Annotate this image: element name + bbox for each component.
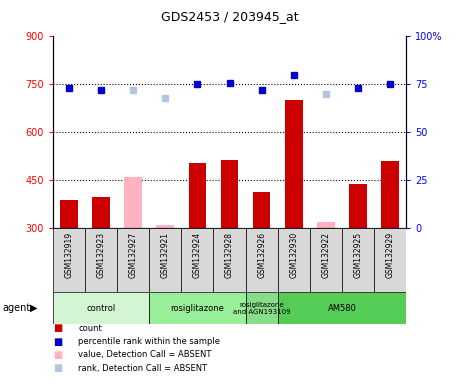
Text: rank, Detection Call = ABSENT: rank, Detection Call = ABSENT [78, 364, 207, 372]
Bar [285, 101, 302, 228]
Text: percentile rank within the sample: percentile rank within the sample [78, 337, 220, 346]
Text: ■: ■ [53, 350, 62, 360]
Bar [310, 228, 342, 292]
Text: GDS2453 / 203945_at: GDS2453 / 203945_at [161, 10, 298, 23]
Bar [60, 200, 78, 228]
Text: control: control [86, 304, 116, 313]
Bar [149, 228, 181, 292]
Text: GSM132921: GSM132921 [161, 232, 170, 278]
Text: ■: ■ [53, 363, 62, 373]
Text: GSM132925: GSM132925 [353, 232, 363, 278]
Bar [246, 292, 278, 324]
Bar [342, 228, 374, 292]
Text: AM580: AM580 [328, 304, 356, 313]
Text: GSM132928: GSM132928 [225, 232, 234, 278]
Bar [181, 228, 213, 292]
Bar [374, 228, 406, 292]
Bar [278, 228, 310, 292]
Bar [213, 228, 246, 292]
Text: GSM132923: GSM132923 [96, 232, 106, 278]
Text: GSM132924: GSM132924 [193, 232, 202, 278]
Bar [253, 192, 270, 228]
Bar [317, 222, 335, 228]
Text: value, Detection Call = ABSENT: value, Detection Call = ABSENT [78, 350, 212, 359]
Bar [92, 197, 110, 228]
Text: ▶: ▶ [30, 303, 37, 313]
Text: agent: agent [2, 303, 31, 313]
Bar [381, 161, 399, 228]
Bar [149, 292, 246, 324]
Text: GSM132919: GSM132919 [64, 232, 73, 278]
Text: rosiglitazone: rosiglitazone [170, 304, 224, 313]
Text: ■: ■ [53, 323, 62, 333]
Text: GSM132930: GSM132930 [289, 232, 298, 278]
Text: ■: ■ [53, 336, 62, 346]
Text: rosiglitazone
and AGN193109: rosiglitazone and AGN193109 [233, 302, 291, 314]
Text: GSM132926: GSM132926 [257, 232, 266, 278]
Bar [53, 292, 149, 324]
Bar [189, 163, 206, 228]
Text: GSM132929: GSM132929 [386, 232, 395, 278]
Bar [349, 184, 367, 228]
Bar [85, 228, 117, 292]
Bar [278, 292, 406, 324]
Bar [246, 228, 278, 292]
Bar [221, 160, 238, 228]
Text: GSM132922: GSM132922 [321, 232, 330, 278]
Bar [53, 228, 85, 292]
Text: GSM132927: GSM132927 [129, 232, 138, 278]
Text: count: count [78, 324, 102, 333]
Bar [157, 225, 174, 228]
Bar [124, 177, 142, 228]
Bar [117, 228, 149, 292]
